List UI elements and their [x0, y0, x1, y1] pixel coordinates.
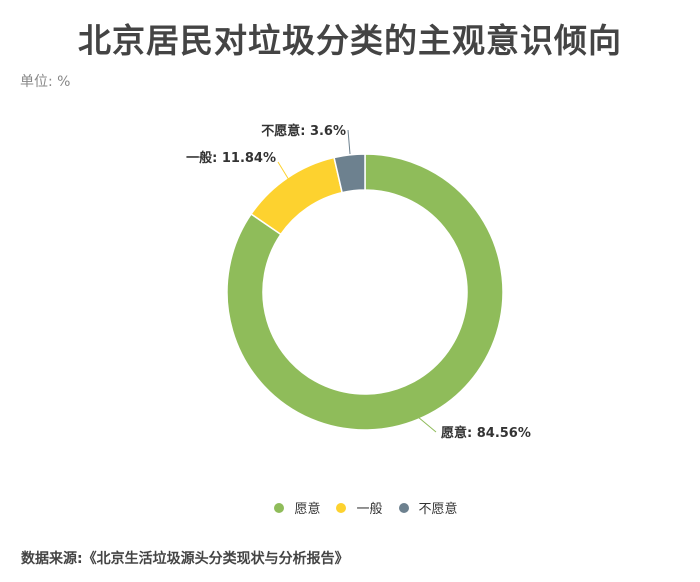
data-label-0: 愿意: 84.56%: [441, 425, 531, 441]
legend: 愿意 一般 不愿意: [0, 498, 700, 517]
donut-slice-0[interactable]: [226, 153, 504, 431]
donut-slice-1[interactable]: [250, 156, 344, 236]
data-source: 数据来源:《北京生活垃圾源头分类现状与分析报告》: [21, 551, 349, 567]
unit-label: 单位: %: [20, 74, 71, 90]
legend-label: 愿意: [294, 502, 321, 517]
legend-item-willing[interactable]: 愿意: [274, 498, 320, 517]
leader-line-2: [347, 129, 351, 155]
legend-item-neutral[interactable]: 一般: [336, 498, 383, 517]
legend-item-unwilling[interactable]: 不愿意: [398, 498, 458, 517]
donut-slice-2[interactable]: [333, 153, 366, 194]
legend-dot-icon: [336, 502, 347, 513]
leader-line-0: [417, 416, 437, 433]
legend-dot-icon: [274, 502, 285, 513]
legend-label: 一般: [356, 502, 383, 517]
legend-label: 不愿意: [418, 502, 458, 517]
leader-line-1: [277, 161, 290, 181]
data-label-2: 不愿意: 3.6%: [261, 123, 346, 139]
data-label-1: 一般: 11.84%: [186, 150, 276, 166]
chart-title: 北京居民对垃圾分类的主观意识倾向: [78, 21, 622, 60]
legend-dot-icon: [398, 502, 409, 513]
